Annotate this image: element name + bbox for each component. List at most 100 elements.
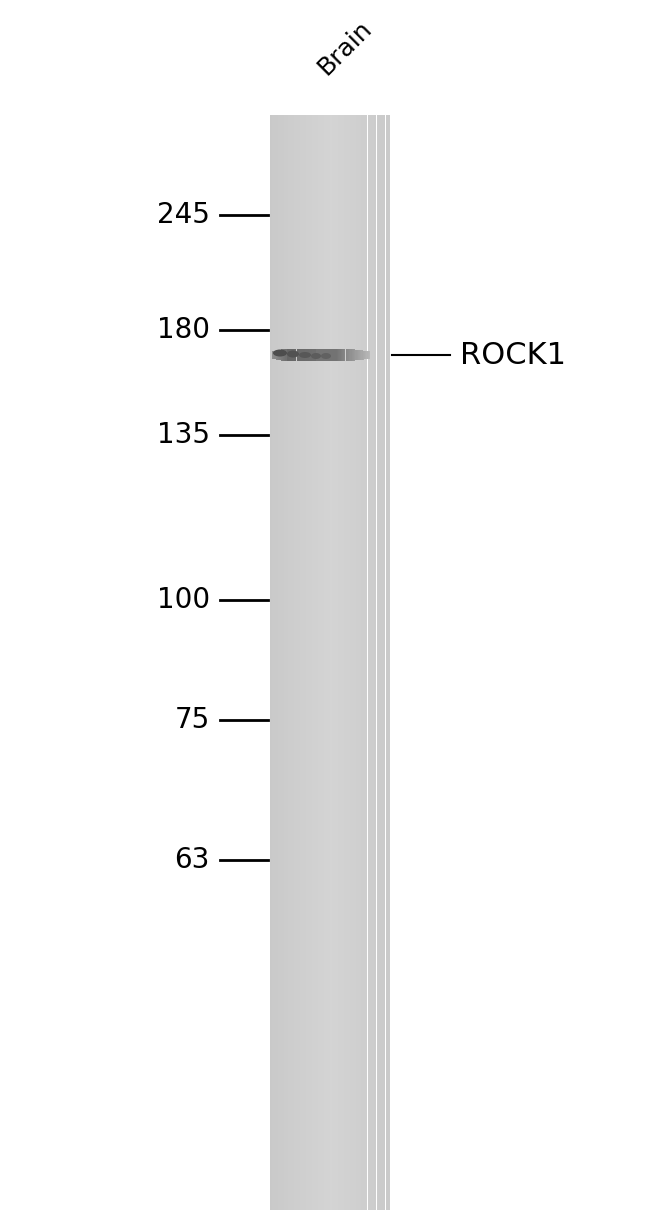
Text: Brain: Brain: [313, 17, 376, 80]
Bar: [309, 349, 310, 361]
Text: 63: 63: [175, 846, 210, 874]
Bar: [354, 115, 356, 1211]
Bar: [332, 115, 333, 1211]
Bar: [298, 349, 299, 361]
Bar: [300, 349, 302, 361]
Bar: [344, 349, 346, 361]
Bar: [302, 115, 303, 1211]
Bar: [389, 115, 390, 1211]
Bar: [296, 349, 298, 361]
Bar: [291, 349, 292, 361]
Text: 100: 100: [157, 586, 210, 614]
Bar: [272, 351, 273, 359]
Bar: [296, 115, 297, 1211]
Bar: [304, 115, 306, 1211]
Bar: [302, 349, 303, 361]
Bar: [274, 115, 276, 1211]
Bar: [291, 115, 292, 1211]
Bar: [354, 349, 356, 361]
Bar: [332, 349, 333, 361]
Bar: [273, 115, 274, 1211]
Bar: [309, 115, 311, 1211]
Bar: [315, 115, 317, 1211]
Bar: [287, 349, 288, 361]
Bar: [349, 349, 350, 361]
Bar: [324, 115, 326, 1211]
Bar: [299, 349, 300, 361]
Ellipse shape: [299, 353, 311, 357]
Bar: [277, 350, 278, 360]
Bar: [310, 349, 311, 361]
Bar: [274, 351, 276, 359]
Text: 75: 75: [175, 706, 210, 734]
Bar: [369, 115, 370, 1211]
Ellipse shape: [287, 350, 299, 357]
Bar: [315, 349, 316, 361]
Bar: [278, 115, 279, 1211]
Bar: [283, 349, 284, 361]
Bar: [378, 115, 380, 1211]
Bar: [350, 349, 352, 361]
Bar: [384, 115, 385, 1211]
Bar: [342, 349, 343, 361]
Bar: [320, 115, 321, 1211]
Bar: [285, 349, 287, 361]
Bar: [365, 351, 367, 359]
Bar: [381, 115, 382, 1211]
Bar: [352, 115, 354, 1211]
Bar: [380, 115, 381, 1211]
Bar: [351, 115, 352, 1211]
Bar: [300, 115, 302, 1211]
Bar: [322, 115, 324, 1211]
Bar: [341, 349, 342, 361]
Bar: [287, 115, 288, 1211]
Bar: [364, 350, 365, 360]
Bar: [346, 349, 348, 361]
Bar: [318, 115, 320, 1211]
Bar: [328, 115, 330, 1211]
Bar: [324, 349, 326, 361]
Bar: [321, 115, 322, 1211]
Bar: [367, 351, 369, 359]
Bar: [385, 115, 387, 1211]
Bar: [276, 115, 278, 1211]
Bar: [348, 115, 350, 1211]
Bar: [317, 349, 318, 361]
Ellipse shape: [311, 353, 321, 359]
Bar: [313, 115, 315, 1211]
Bar: [343, 349, 344, 361]
Bar: [322, 349, 324, 361]
Bar: [359, 115, 360, 1211]
Bar: [326, 349, 327, 361]
Bar: [341, 115, 342, 1211]
Bar: [303, 115, 304, 1211]
Bar: [345, 115, 346, 1211]
Bar: [356, 115, 357, 1211]
Bar: [282, 349, 283, 361]
Bar: [318, 349, 320, 361]
Bar: [292, 349, 294, 361]
Bar: [316, 349, 317, 361]
Text: ROCK1: ROCK1: [460, 340, 566, 370]
Bar: [387, 115, 389, 1211]
Bar: [280, 350, 281, 360]
Bar: [335, 349, 337, 361]
Bar: [348, 349, 349, 361]
Bar: [314, 349, 315, 361]
Bar: [317, 115, 318, 1211]
Bar: [270, 115, 272, 1211]
Bar: [303, 349, 304, 361]
Bar: [306, 349, 307, 361]
Bar: [306, 115, 307, 1211]
Bar: [339, 349, 341, 361]
Bar: [337, 349, 338, 361]
Text: 245: 245: [157, 201, 210, 229]
Bar: [363, 115, 365, 1211]
Bar: [320, 349, 321, 361]
Bar: [294, 349, 295, 361]
Bar: [289, 349, 291, 361]
Bar: [284, 349, 285, 361]
Bar: [297, 115, 298, 1211]
Bar: [298, 115, 300, 1211]
Bar: [346, 115, 348, 1211]
